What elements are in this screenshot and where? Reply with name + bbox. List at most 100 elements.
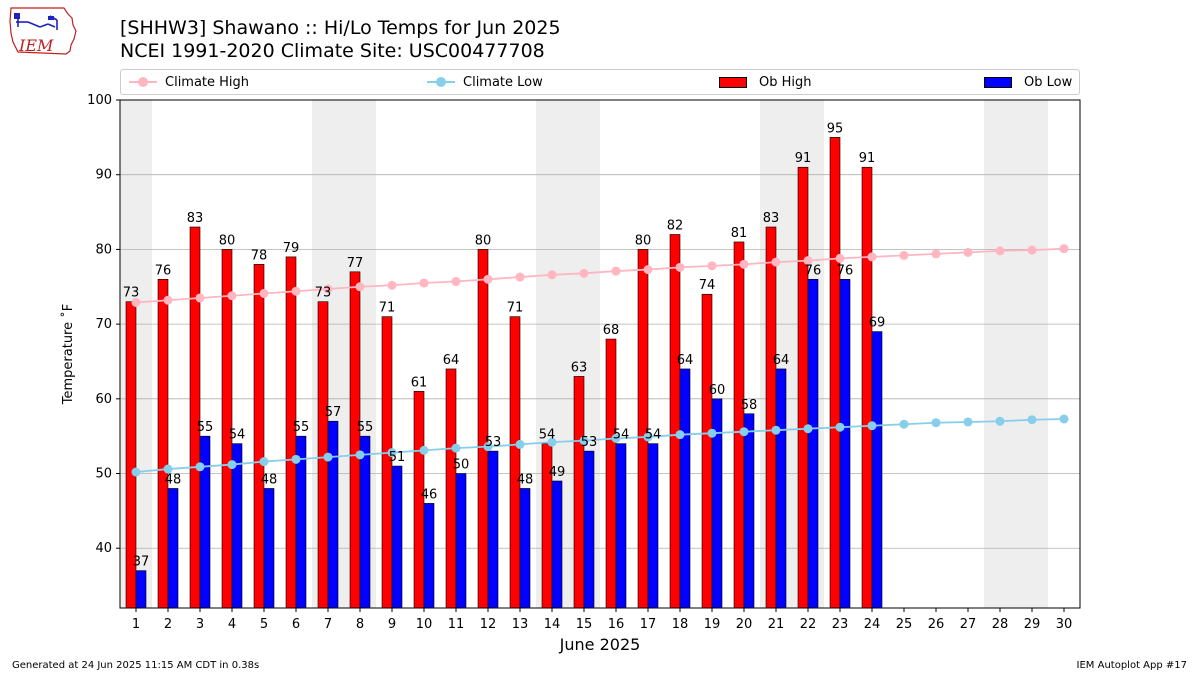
x-tick-label: 19 bbox=[704, 617, 721, 632]
climate-high-point bbox=[259, 288, 269, 298]
ob-low-data-label: 54 bbox=[229, 428, 246, 443]
ob-high-bar bbox=[861, 166, 873, 609]
x-tick-label: 18 bbox=[672, 617, 689, 632]
climate-high-point bbox=[835, 253, 845, 263]
ob-low-data-label: 54 bbox=[613, 428, 630, 443]
legend-climate-high-label: Climate High bbox=[165, 74, 250, 90]
climate-low-point bbox=[387, 448, 397, 458]
ob-high-data-label: 73 bbox=[315, 286, 332, 301]
ob-high-data-label: 71 bbox=[379, 301, 396, 316]
climate-low-point bbox=[771, 425, 781, 435]
x-tick-label: 24 bbox=[864, 617, 881, 632]
climate-low-point bbox=[867, 421, 877, 431]
climate-high-point bbox=[963, 247, 973, 257]
climate-low-point bbox=[899, 419, 909, 429]
climate-low-point bbox=[355, 450, 365, 460]
x-tick-label: 13 bbox=[512, 617, 529, 632]
ob-low-data-label: 48 bbox=[165, 472, 182, 487]
ob-low-data-label: 60 bbox=[709, 383, 726, 398]
x-tick-label: 11 bbox=[448, 617, 465, 632]
ob-low-bar bbox=[359, 435, 371, 609]
legend-item-ob-high: Ob High bbox=[719, 70, 812, 94]
ob-low-data-label: 50 bbox=[453, 458, 470, 473]
climate-high-point bbox=[803, 256, 813, 266]
ob-high-data-label: 73 bbox=[123, 286, 140, 301]
ob-low-data-label: 51 bbox=[389, 450, 406, 465]
ob-low-bar bbox=[263, 488, 275, 609]
ob-high-data-label: 68 bbox=[603, 323, 620, 338]
legend-ob-high-swatch bbox=[719, 76, 747, 88]
x-tick-label: 7 bbox=[324, 617, 332, 632]
ob-low-data-label: 55 bbox=[357, 420, 374, 435]
ob-high-bar bbox=[573, 376, 585, 609]
climate-high-point bbox=[867, 252, 877, 262]
x-tick-label: 30 bbox=[1056, 617, 1073, 632]
ob-low-data-label: 53 bbox=[485, 435, 502, 450]
climate-low-point bbox=[835, 422, 845, 432]
climate-low-point bbox=[739, 427, 749, 437]
ob-high-data-label: 76 bbox=[155, 263, 172, 278]
climate-high-point bbox=[1027, 245, 1037, 255]
y-tick-label: 90 bbox=[95, 168, 112, 183]
y-axis-label: Temperature ˚F bbox=[60, 304, 76, 405]
ob-low-bar bbox=[871, 331, 883, 609]
ob-high-data-label: 80 bbox=[635, 233, 652, 248]
ob-high-data-label: 77 bbox=[347, 256, 364, 271]
climate-low-point bbox=[579, 436, 589, 446]
climate-high-point bbox=[739, 259, 749, 269]
x-tick-label: 2 bbox=[164, 617, 172, 632]
ob-low-data-label: 69 bbox=[869, 316, 886, 331]
ob-low-data-label: 76 bbox=[837, 263, 854, 278]
x-tick-label: 15 bbox=[576, 617, 593, 632]
legend-climate-low-marker bbox=[427, 77, 455, 87]
x-tick-label: 16 bbox=[608, 617, 625, 632]
climate-low-point bbox=[195, 462, 205, 472]
climate-low-point bbox=[675, 430, 685, 440]
ob-high-data-label: 54 bbox=[539, 428, 556, 443]
x-tick-label: 4 bbox=[228, 617, 236, 632]
chart-legend: Climate High Climate Low Ob High Ob Low bbox=[120, 69, 1080, 95]
climate-low-point bbox=[611, 433, 621, 443]
climate-low-point bbox=[451, 443, 461, 453]
ob-high-bar bbox=[189, 226, 201, 609]
y-tick-label: 100 bbox=[87, 93, 112, 108]
ob-high-data-label: 74 bbox=[699, 278, 716, 293]
ob-low-data-label: 37 bbox=[133, 555, 150, 570]
ob-high-data-label: 91 bbox=[795, 151, 812, 166]
ob-high-bar bbox=[669, 234, 681, 609]
climate-low-point bbox=[643, 432, 653, 442]
climate-high-point bbox=[355, 282, 365, 292]
station-icon bbox=[14, 13, 20, 19]
ob-low-bar bbox=[423, 503, 435, 609]
legend-item-climate-high: Climate High bbox=[129, 70, 249, 94]
climate-low-point bbox=[259, 457, 269, 467]
climate-low-point bbox=[323, 452, 333, 462]
climate-low-point bbox=[963, 417, 973, 427]
x-tick-label: 5 bbox=[260, 617, 268, 632]
generated-note: Generated at 24 Jun 2025 11:15 AM CDT in… bbox=[12, 660, 260, 671]
climate-high-point bbox=[643, 265, 653, 275]
ob-low-bar bbox=[839, 278, 851, 609]
x-tick-label: 6 bbox=[292, 617, 300, 632]
ob-low-bar bbox=[327, 420, 339, 609]
x-tick-label: 29 bbox=[1024, 617, 1041, 632]
ob-low-bar bbox=[455, 473, 467, 609]
ob-low-bar bbox=[551, 480, 563, 609]
ob-high-bar bbox=[445, 368, 457, 609]
ob-low-bar bbox=[135, 570, 147, 609]
climate-high-point bbox=[131, 297, 141, 307]
ob-low-bar bbox=[679, 368, 691, 609]
climate-low-point bbox=[1027, 415, 1037, 425]
ob-high-data-label: 80 bbox=[219, 233, 236, 248]
climate-high-point bbox=[931, 249, 941, 259]
ob-high-data-label: 71 bbox=[507, 301, 524, 316]
ob-high-bar bbox=[253, 264, 265, 609]
climate-high-point bbox=[387, 280, 397, 290]
x-tick-label: 20 bbox=[736, 617, 753, 632]
iem-logo: IEM bbox=[9, 7, 77, 55]
x-tick-label: 12 bbox=[480, 617, 497, 632]
ob-low-bar bbox=[519, 488, 531, 609]
x-tick-label: 26 bbox=[928, 617, 945, 632]
chart-subtitle: NCEI 1991-2020 Climate Site: USC00477708 bbox=[120, 40, 545, 62]
